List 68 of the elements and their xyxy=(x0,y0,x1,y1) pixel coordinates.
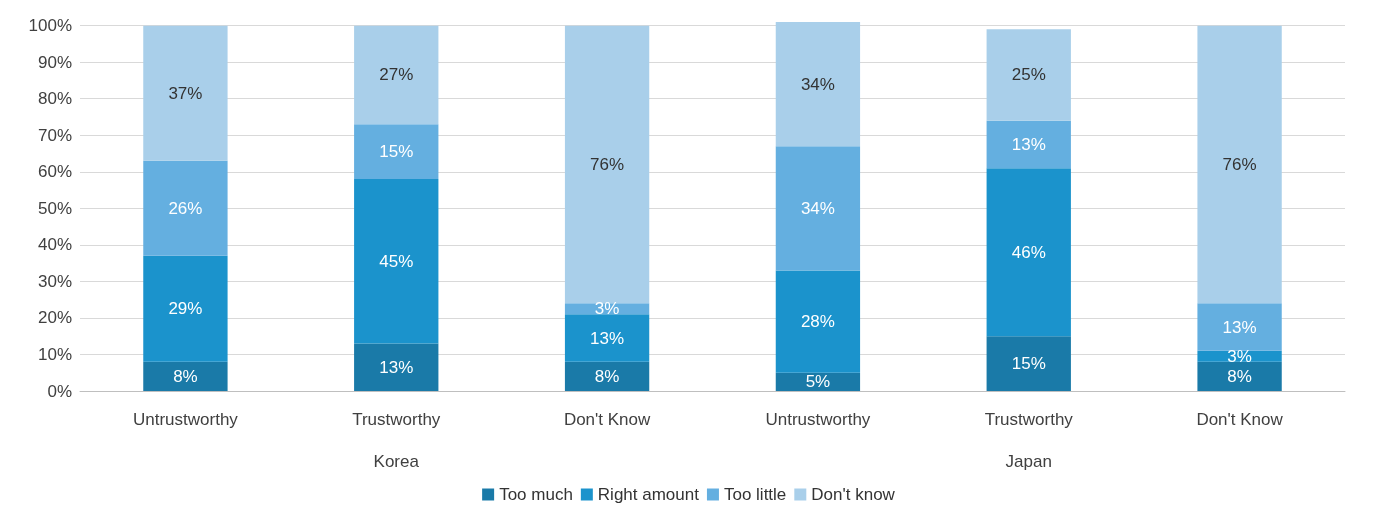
bar xyxy=(1197,25,1282,304)
data-label: 28% xyxy=(800,312,835,332)
data-label: 25% xyxy=(1011,65,1046,85)
y-tick-label: 0% xyxy=(47,381,72,401)
bar xyxy=(354,124,439,180)
data-label: 3% xyxy=(594,299,620,319)
text: Japan xyxy=(1005,451,1052,471)
data-label: 13% xyxy=(1222,317,1257,337)
x-tick-label: Don't Know xyxy=(1196,410,1284,429)
bar xyxy=(775,22,861,147)
data-label: 8% xyxy=(1227,366,1252,386)
data-label: 76% xyxy=(590,154,625,174)
legend-label: Too little xyxy=(723,485,787,504)
data-label: 8% xyxy=(594,366,620,386)
bar xyxy=(564,361,650,391)
y-tick-label: 50% xyxy=(37,198,72,218)
data-label: 34% xyxy=(800,198,835,218)
bar xyxy=(143,160,228,256)
y-tick-label: 60% xyxy=(37,162,72,182)
data-label: 5% xyxy=(805,372,831,392)
data-label: 13% xyxy=(590,328,625,348)
bar xyxy=(354,179,439,344)
data-label: 15% xyxy=(379,142,414,162)
y-tick-label: 20% xyxy=(37,308,72,328)
legend-label: Don't know xyxy=(811,485,896,504)
data-label: 8% xyxy=(173,366,198,386)
y-tick-label: 80% xyxy=(37,89,72,109)
x-tick-label: Trustworthy xyxy=(352,410,441,429)
data-label: 34% xyxy=(800,74,835,94)
y-tick-label: 40% xyxy=(37,235,72,255)
bar xyxy=(564,25,650,304)
bar xyxy=(775,146,861,271)
text: Korea xyxy=(373,451,420,471)
x-tick-label: Untrustworthy xyxy=(765,410,871,429)
y-tick-label: 90% xyxy=(37,52,72,72)
x-tick-label: Don't Know xyxy=(563,410,652,429)
data-label: 37% xyxy=(168,83,203,103)
data-label: 13% xyxy=(379,357,414,377)
bar xyxy=(143,255,228,362)
bar xyxy=(986,29,1071,121)
bar xyxy=(1197,303,1282,351)
data-label: 26% xyxy=(168,198,203,218)
data-label: 27% xyxy=(379,65,414,85)
bar xyxy=(564,314,650,362)
data-label: 3% xyxy=(1227,346,1252,366)
x-tick-label: Trustworthy xyxy=(984,410,1074,429)
legend-label: Too much xyxy=(499,485,573,504)
bar xyxy=(354,343,439,391)
data-label: 76% xyxy=(1222,154,1257,174)
bar xyxy=(1197,361,1282,391)
bar xyxy=(143,361,228,391)
bar xyxy=(986,336,1071,391)
bar xyxy=(986,168,1071,337)
bar xyxy=(354,25,439,125)
data-label: 29% xyxy=(168,299,203,319)
y-tick-label: 10% xyxy=(37,344,72,364)
data-label: 13% xyxy=(1011,134,1046,154)
bar xyxy=(775,270,861,373)
bar xyxy=(143,25,228,161)
y-tick-label: 70% xyxy=(37,125,72,145)
data-label: 46% xyxy=(1011,242,1046,262)
legend-label: Right amount xyxy=(597,485,700,504)
data-label: 15% xyxy=(1011,354,1046,374)
bar xyxy=(986,120,1071,169)
y-tick-label: 100% xyxy=(28,16,72,36)
y-tick-label: 30% xyxy=(37,271,72,291)
data-label: 45% xyxy=(379,251,414,271)
x-tick-label: Untrustworthy xyxy=(132,410,239,429)
